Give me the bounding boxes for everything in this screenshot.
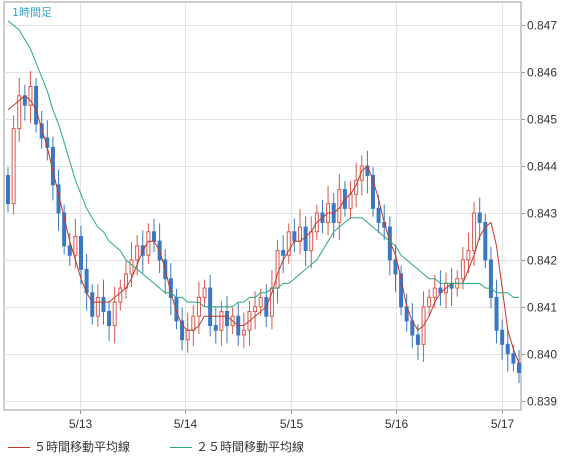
candle-body: [298, 226, 302, 242]
candle-body: [387, 226, 392, 261]
chart-svg: 0.847 0.846 0.845 0.844 0.843 0.842 0.841 0.840…: [3, 1, 557, 431]
candle-body: [101, 296, 106, 313]
legend-swatch-ma25: [170, 447, 192, 449]
candle-body: [494, 296, 499, 331]
candle-body: [202, 287, 207, 298]
candle-body: [309, 231, 314, 252]
candle-body: [483, 221, 488, 261]
candle-body: [432, 287, 437, 298]
candle-body: [286, 231, 291, 256]
candle-body: [73, 235, 78, 256]
candle-body: [90, 292, 95, 317]
candle-body: [95, 296, 100, 317]
candle-body: [359, 165, 364, 181]
candle-body: [303, 226, 308, 252]
y-tick-label: 0.840: [527, 348, 557, 362]
y-tick-label: 0.846: [527, 66, 557, 80]
candle-body: [376, 207, 381, 223]
candle-body: [258, 296, 263, 308]
candle-body: [185, 329, 190, 341]
y-tick-label: 0.847: [527, 19, 557, 33]
y-tick-label: 0.843: [527, 207, 557, 221]
x-tick-label: 5/14: [174, 417, 198, 431]
legend-item-ma25: ２５時間移動平均線: [170, 438, 304, 455]
candle-body: [348, 193, 353, 209]
candle-body: [460, 259, 465, 280]
candle-body: [292, 231, 297, 242]
ma25-line: [7, 20, 519, 308]
candle-body: [112, 301, 117, 327]
candle-body: [517, 362, 521, 373]
candle-body: [67, 245, 72, 256]
candle-body: [275, 250, 280, 289]
candle-body: [466, 250, 471, 261]
x-tick-label: 5/16: [385, 417, 409, 431]
candle-body: [253, 306, 258, 313]
candle-body: [107, 311, 112, 327]
ma5-line: [7, 95, 520, 364]
candle-body: [225, 311, 229, 327]
candle-body: [152, 231, 156, 242]
legend-item-ma5: ５時間移動平均線: [8, 438, 130, 455]
y-tick-label: 0.844: [527, 160, 557, 174]
legend-swatch-ma5: [8, 447, 30, 449]
y-tick-label: 0.842: [527, 254, 557, 268]
legend-label-ma25: ２５時間移動平均線: [196, 440, 305, 454]
candle-body: [180, 320, 185, 341]
candle-body: [427, 296, 432, 308]
y-tick-label: 0.841: [527, 301, 557, 315]
y-tick-label: 0.839: [527, 395, 557, 409]
candle-body: [219, 311, 224, 331]
candle-body: [196, 296, 201, 317]
candle-body: [241, 329, 246, 336]
plot-area: [3, 1, 522, 411]
candle-body: [281, 250, 286, 256]
candle-body: [62, 212, 67, 247]
candle-body: [79, 235, 83, 270]
legend-label-ma5: ５時間移動平均線: [34, 440, 131, 454]
candle-body: [511, 353, 516, 364]
candle-body: [11, 128, 16, 205]
candle-body: [118, 287, 123, 303]
legend: ５時間移動平均線 ２５時間移動平均線: [0, 432, 574, 462]
y-tick-label: 0.845: [527, 113, 557, 127]
candle-body: [399, 273, 404, 308]
candle-body: [129, 259, 134, 275]
candle-body: [34, 85, 39, 125]
candle-body: [500, 329, 505, 345]
candle-body: [505, 343, 510, 355]
x-tick-label: 5/15: [280, 417, 304, 431]
candle-body: [371, 175, 375, 209]
candle-body: [472, 212, 477, 252]
x-tick-label: 5/13: [69, 417, 93, 431]
candle-body: [393, 259, 398, 275]
candle-body: [135, 245, 140, 261]
candle-body: [488, 259, 493, 298]
candle-body: [28, 85, 33, 106]
candle-body: [6, 175, 10, 205]
candle-body: [415, 334, 420, 345]
candle-body: [39, 123, 44, 139]
candle-body: [213, 325, 218, 331]
candle-body: [191, 315, 196, 331]
chart-title: 1時間足: [12, 6, 52, 19]
x-tick-label: 5/17: [491, 417, 515, 431]
candle-body: [17, 95, 22, 130]
candle-body: [477, 212, 482, 223]
